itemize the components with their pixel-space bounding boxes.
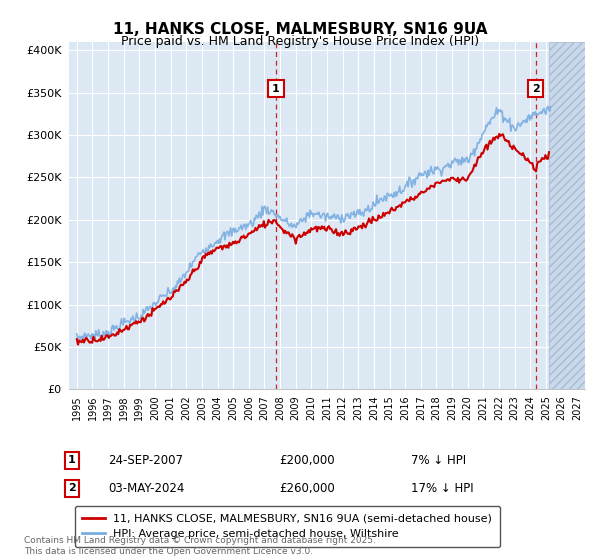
Bar — [548, 42, 585, 389]
Text: 24-SEP-2007: 24-SEP-2007 — [108, 454, 183, 467]
Text: 11, HANKS CLOSE, MALMESBURY, SN16 9UA: 11, HANKS CLOSE, MALMESBURY, SN16 9UA — [113, 22, 487, 38]
Text: 17% ↓ HPI: 17% ↓ HPI — [411, 482, 473, 495]
Text: 1: 1 — [68, 455, 76, 465]
Legend: 11, HANKS CLOSE, MALMESBURY, SN16 9UA (semi-detached house), HPI: Average price,: 11, HANKS CLOSE, MALMESBURY, SN16 9UA (s… — [74, 506, 500, 547]
Text: 1: 1 — [272, 83, 280, 94]
Text: 7% ↓ HPI: 7% ↓ HPI — [411, 454, 466, 467]
Text: 03-MAY-2024: 03-MAY-2024 — [108, 482, 184, 495]
Text: Contains HM Land Registry data © Crown copyright and database right 2025.
This d: Contains HM Land Registry data © Crown c… — [24, 536, 376, 556]
Text: £260,000: £260,000 — [279, 482, 335, 495]
Text: 2: 2 — [68, 483, 76, 493]
Text: 2: 2 — [532, 83, 539, 94]
Text: £200,000: £200,000 — [279, 454, 335, 467]
Text: Price paid vs. HM Land Registry's House Price Index (HPI): Price paid vs. HM Land Registry's House … — [121, 35, 479, 48]
